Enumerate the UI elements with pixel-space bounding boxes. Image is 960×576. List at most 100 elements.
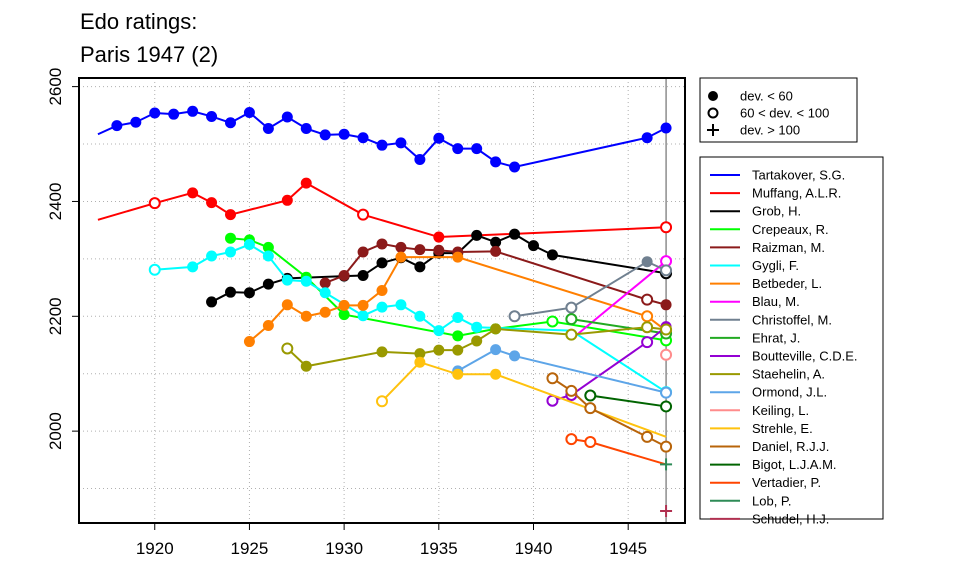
x-tick-label: 1935 <box>420 539 458 558</box>
data-point <box>660 504 673 517</box>
series-line <box>514 260 667 318</box>
data-point <box>508 310 521 323</box>
legend-label: Ormond, J.L. <box>752 385 827 400</box>
data-point <box>641 336 654 349</box>
data-point <box>565 384 578 397</box>
data-point <box>641 310 654 323</box>
data-point <box>319 277 331 289</box>
series-16 <box>584 389 673 413</box>
data-point <box>149 107 161 119</box>
x-tick-label: 1920 <box>136 539 174 558</box>
data-point <box>565 313 578 326</box>
data-point <box>225 246 236 258</box>
data-point <box>262 278 274 290</box>
data-point <box>546 315 559 328</box>
data-point <box>452 251 464 263</box>
data-point <box>319 129 331 141</box>
data-point <box>660 264 673 277</box>
legend-label: Keiling, L. <box>752 403 809 418</box>
series-7 <box>570 255 673 341</box>
data-point <box>243 106 255 118</box>
legend-label: Lob, P. <box>752 493 792 508</box>
data-point <box>414 310 426 322</box>
grid <box>79 78 685 523</box>
series-legend: Tartakover, S.G. Muffang, A.L.R. Grob, H. C… <box>699 156 884 526</box>
data-point <box>452 368 464 380</box>
x-tick-label: 1925 <box>231 539 269 558</box>
data-point <box>357 246 369 258</box>
data-point <box>471 321 483 333</box>
series-line <box>457 348 667 394</box>
data-point <box>338 309 350 321</box>
chart-title-line-2: Paris 1947 (2) <box>80 42 218 67</box>
data-point <box>357 208 370 221</box>
data-point <box>395 241 407 253</box>
marker-legend-label: dev. > 100 <box>740 123 800 138</box>
data-point <box>471 143 483 155</box>
series-3 <box>225 232 673 347</box>
legend-label: Grob, H. <box>752 204 801 219</box>
legend-label: Daniel, R.J.J. <box>752 439 829 454</box>
data-point <box>490 236 502 248</box>
data-point <box>225 232 236 244</box>
series-12 <box>452 344 673 399</box>
data-point <box>206 296 218 308</box>
series-13 <box>660 348 673 361</box>
data-point <box>414 244 426 256</box>
data-point <box>281 274 293 286</box>
data-point <box>509 350 521 362</box>
data-point <box>281 111 293 123</box>
legend-plus <box>707 124 719 136</box>
marker-legend-label: dev. < 60 <box>740 89 793 104</box>
data-point <box>206 250 218 262</box>
series-line <box>590 394 667 408</box>
data-point <box>376 139 388 151</box>
data-point <box>338 128 350 140</box>
series-0 <box>97 105 672 173</box>
data-point <box>130 116 142 128</box>
data-point <box>357 270 369 282</box>
series-line <box>154 243 667 393</box>
legend-label: Ehrat, J. <box>752 330 800 345</box>
data-point <box>187 187 199 199</box>
data-point <box>300 360 312 372</box>
data-point <box>660 122 672 134</box>
data-point <box>584 436 597 449</box>
data-point <box>300 177 312 189</box>
legend-filled-circle <box>708 91 718 101</box>
data-point <box>584 402 597 415</box>
data-point <box>433 231 445 243</box>
legend-label: Staehelin, A. <box>752 367 825 382</box>
data-point <box>414 348 426 360</box>
data-point <box>433 325 445 337</box>
data-point <box>187 105 199 117</box>
data-point <box>452 344 464 356</box>
series-4 <box>319 238 672 311</box>
legend-open-circle <box>707 107 719 119</box>
series-8 <box>508 256 673 323</box>
data-point <box>660 348 673 361</box>
data-point <box>262 319 274 331</box>
x-tick-label: 1940 <box>515 539 553 558</box>
data-point <box>376 346 388 358</box>
data-point <box>395 299 407 311</box>
data-point <box>225 209 236 221</box>
series-group <box>97 105 673 517</box>
data-point <box>338 299 350 311</box>
data-point <box>357 132 369 144</box>
data-point <box>433 132 445 144</box>
data-point <box>565 433 578 446</box>
data-point <box>243 239 255 251</box>
data-point <box>660 299 672 311</box>
data-point <box>490 368 502 380</box>
data-point <box>281 299 293 311</box>
data-point <box>641 132 653 144</box>
data-point <box>471 229 483 241</box>
series-line <box>97 181 667 239</box>
series-1 <box>97 177 673 243</box>
data-point <box>300 275 312 287</box>
data-point <box>262 250 274 262</box>
legend-label: Boutteville, C.D.E. <box>752 349 858 364</box>
data-point <box>584 389 597 402</box>
data-point <box>660 440 673 453</box>
